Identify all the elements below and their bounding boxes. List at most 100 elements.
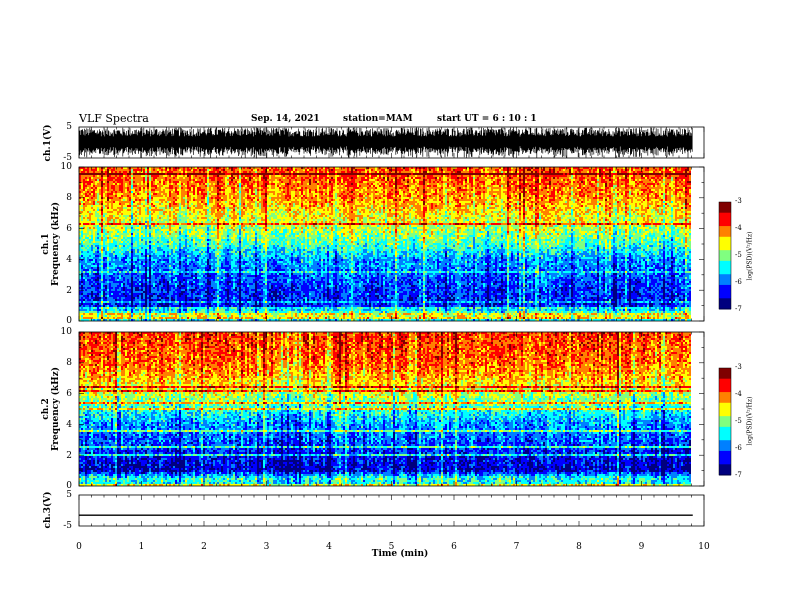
ch1-psd-cell [211,177,213,179]
ch1-psd-cell [249,177,251,179]
ch1-psd-cell [411,173,413,175]
ch1-psd-cell [285,177,287,179]
ch1-psd-cell [311,179,313,181]
ch1-psd-cell [571,175,573,177]
ch1-psd-cell [317,171,319,173]
ch1-psd-cell [497,175,499,177]
ch1-psd-cell [325,169,327,171]
ch1-psd-cell [545,175,547,177]
ch1-psd-cell [663,177,665,179]
ch1-psd-cell [669,169,671,171]
ch1-psd-cell [295,175,297,177]
ch1-psd-cell [567,177,569,179]
ch1-psd-cell [273,169,275,171]
ch1-psd-cell [467,175,469,177]
ch1-psd-cell [425,169,427,171]
ch1-psd-cell [201,175,203,177]
ch1-psd-cell [401,175,403,177]
ch1-psd-cell [381,175,383,177]
ch1-psd-cell [187,169,189,171]
ch1-psd-cell [613,175,615,177]
ch1-psd-cell [181,175,183,177]
ch1-psd-cell [551,175,553,177]
ch1-psd-cell [105,169,107,171]
ch1-psd-cell [617,169,619,171]
ch1-psd-cell [457,171,459,173]
ch1-psd-cell [625,173,627,175]
ch1-psd-cell [627,175,629,177]
ch1-psd-cell [149,177,151,179]
ch1-psd-cell [621,169,623,171]
ch1-psd-cell [507,177,509,179]
ch1-psd-cell [575,171,577,173]
ch1-psd-cell [125,169,127,171]
ch1-psd-cell [503,177,505,179]
ch1-psd-cell [89,171,91,173]
ch1-psd-cell [233,169,235,171]
ch1-psd-cell [197,177,199,179]
ch1-psd-cell [309,179,311,181]
ch1-psd-cell [241,179,243,181]
ch1-psd-cell [513,177,515,179]
ch1-psd-cell [337,175,339,177]
ch1-psd-cell [447,175,449,177]
ch1-psd-cell [169,169,171,171]
ch1-psd-cell [363,171,365,173]
ch1-psd-cell [247,171,249,173]
ch1-psd-cell [477,171,479,173]
ch1-psd-cell [295,169,297,171]
ch1-psd-cell [109,171,111,173]
ch1-psd-cell [213,173,215,175]
ch1-psd-cell [461,173,463,175]
ch1-psd-cell [549,175,551,177]
ch1-psd-cell [237,171,239,173]
ch1-psd-cell [475,169,477,171]
ch1-psd-cell [667,175,669,177]
ch1-psd-cell [381,171,383,173]
ch1-psd-cell [481,173,483,175]
ch1-psd-cell [161,177,163,179]
ch1-psd-cell [353,171,355,173]
ch1-psd-cell [115,175,117,177]
ch1-psd-cell [201,171,203,173]
ch1-psd-cell [587,175,589,177]
ch1-psd-cell [651,177,653,179]
ch1-psd-cell [561,173,563,175]
ch1-psd-cell [407,177,409,179]
ch1-psd-cell [439,177,441,179]
ch1-psd-cell [681,169,683,171]
ch1-psd-cell [185,175,187,177]
ch1-psd-cell [557,169,559,171]
ch1-psd-cell [545,169,547,171]
ch1-psd-cell [283,179,285,181]
ch1-psd-cell [307,169,309,171]
ch1-psd-cell [269,179,271,181]
ch1-psd-cell [325,171,327,173]
ch1-psd-cell [119,169,121,171]
ch1-psd-cell [315,173,317,175]
ch1-psd-cell [267,169,269,171]
ch1-psd-cell [655,171,657,173]
ch1-psd-cell [545,171,547,173]
ch1-psd-cell [459,175,461,177]
ch1-psd-cell [419,173,421,175]
ch1-psd-cell [429,171,431,173]
ch1-psd-cell [603,177,605,179]
ch1-psd-cell [95,175,97,177]
ch1-psd-cell [305,177,307,179]
ch1-psd-cell [85,179,87,181]
ch1-psd-cell [171,177,173,179]
ch1-psd-cell [335,177,337,179]
ch1-psd-cell [169,175,171,177]
ch1-psd-cell [173,177,175,179]
ch1-psd-cell [405,169,407,171]
ch1-psd-cell [433,169,435,171]
ch1-psd-cell [605,173,607,175]
ch1-psd-cell [87,175,89,177]
ch1-psd-cell [99,177,101,179]
ch1-psd-cell [473,169,475,171]
ch1-psd-cell [247,177,249,179]
ch1-psd-cell [139,179,141,181]
ch1-psd-cell [517,171,519,173]
ch1-psd-cell [95,169,97,171]
